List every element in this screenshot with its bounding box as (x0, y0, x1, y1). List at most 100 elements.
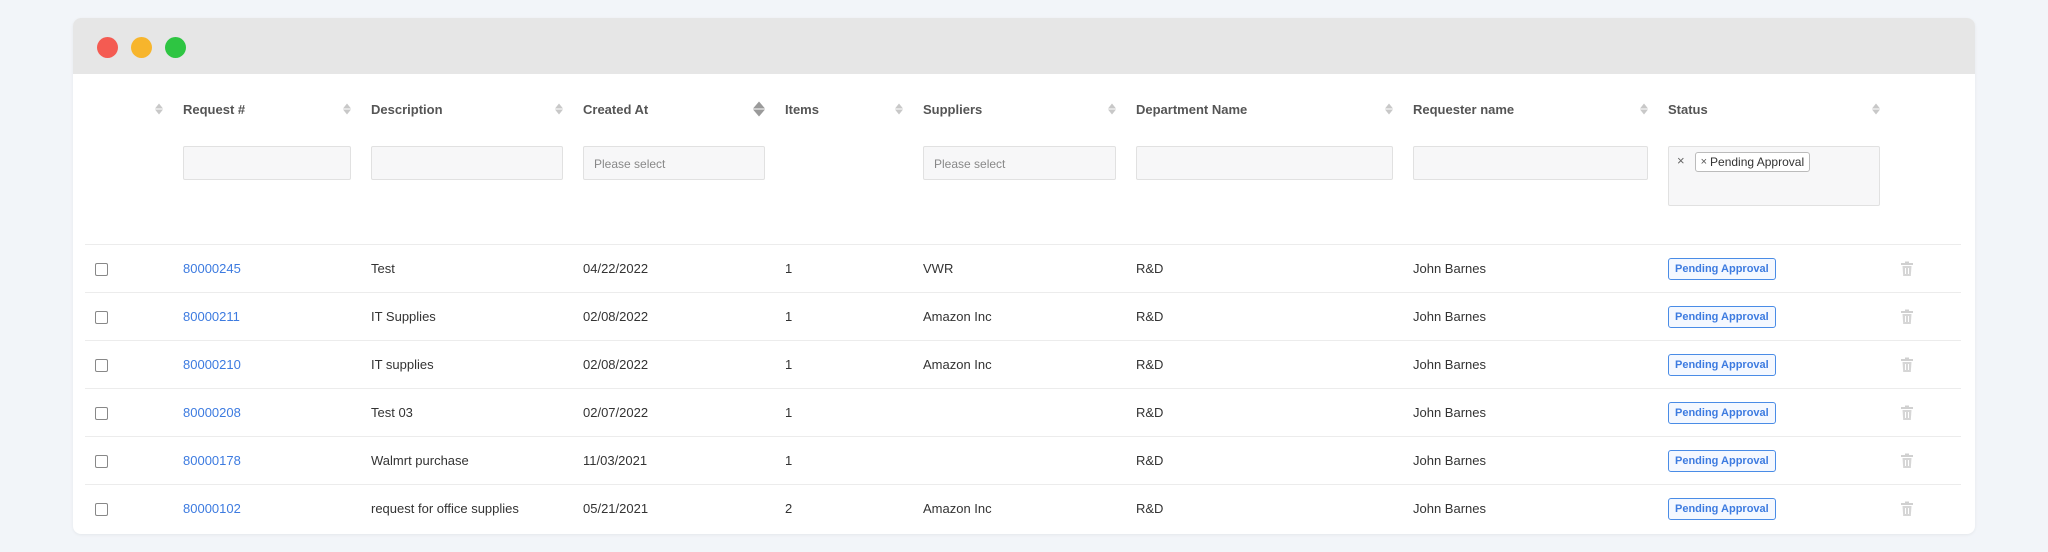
status-badge: Pending Approval (1668, 353, 1776, 376)
created-at-filter-select[interactable]: Please select (583, 146, 765, 180)
department-cell: R&D (1126, 436, 1403, 485)
header-select[interactable] (85, 80, 173, 138)
description-filter-input[interactable] (371, 146, 563, 180)
header-items[interactable]: Items (775, 80, 913, 138)
row-checkbox[interactable] (95, 407, 108, 421)
header-actions (1890, 80, 1961, 138)
department-cell: R&D (1126, 292, 1403, 341)
header-label: Status (1668, 101, 1708, 117)
requester-filter-input[interactable] (1413, 146, 1648, 180)
row-checkbox[interactable] (95, 359, 108, 373)
description-cell: IT supplies (361, 340, 573, 389)
created-at-cell: 02/08/2022 (573, 340, 775, 389)
row-checkbox[interactable] (95, 263, 108, 277)
header-label: Requester name (1413, 101, 1515, 117)
suppliers-cell: VWR (913, 244, 1126, 293)
table-row[interactable]: 80000210 IT supplies 02/08/2022 1 Amazon… (85, 340, 1961, 389)
status-filter-multiselect[interactable]: × × Pending Approval (1668, 146, 1880, 206)
request-number-link[interactable]: 80000208 (183, 405, 241, 420)
header-label: Description (371, 101, 443, 117)
description-cell: request for office supplies (361, 484, 573, 532)
row-checkbox[interactable] (95, 455, 108, 469)
description-cell: Test (361, 244, 573, 293)
row-checkbox[interactable] (95, 311, 108, 325)
header-label: Department Name (1136, 101, 1248, 117)
department-filter-input[interactable] (1136, 146, 1393, 180)
trash-icon[interactable] (1900, 357, 1914, 373)
request-number-link[interactable]: 80000245 (183, 261, 241, 276)
status-badge: Pending Approval (1668, 401, 1776, 424)
trash-icon[interactable] (1900, 453, 1914, 469)
sort-icon[interactable] (1385, 103, 1393, 115)
status-filter-tag: × Pending Approval (1694, 152, 1811, 172)
items-cell: 1 (775, 436, 913, 485)
trash-icon[interactable] (1900, 261, 1914, 277)
sort-icon[interactable] (555, 103, 563, 115)
requester-cell: John Barnes (1403, 340, 1658, 389)
sort-icon[interactable] (1108, 103, 1116, 115)
sort-icon[interactable] (895, 103, 903, 115)
header-suppliers[interactable]: Suppliers (913, 80, 1126, 138)
header-label: Request # (183, 101, 246, 117)
requester-cell: John Barnes (1403, 388, 1658, 437)
header-created-at[interactable]: Created At (573, 80, 775, 138)
items-cell: 2 (775, 484, 913, 532)
request-number-link[interactable]: 80000211 (183, 309, 240, 324)
minimize-window-button[interactable] (131, 37, 152, 58)
table-row[interactable]: 80000211 IT Supplies 02/08/2022 1 Amazon… (85, 292, 1961, 341)
trash-icon[interactable] (1900, 405, 1914, 421)
header-label: Items (785, 101, 819, 117)
row-checkbox[interactable] (95, 503, 108, 517)
clear-filter-icon[interactable]: × (1677, 153, 1685, 168)
requester-cell: John Barnes (1403, 244, 1658, 293)
header-status[interactable]: Status (1658, 80, 1890, 138)
table-header-row: Request # Description Created At Items S… (85, 80, 1961, 138)
requester-cell: John Barnes (1403, 436, 1658, 485)
header-request-number[interactable]: Request # (173, 80, 361, 138)
header-label: Suppliers (923, 101, 983, 117)
table-row[interactable]: 80000245 Test 04/22/2022 1 VWR R&D John … (85, 244, 1961, 293)
department-cell: R&D (1126, 244, 1403, 293)
table-row[interactable]: 80000178 Walmrt purchase 11/03/2021 1 R&… (85, 436, 1961, 485)
header-department-name[interactable]: Department Name (1126, 80, 1403, 138)
suppliers-cell (913, 436, 1126, 485)
request-number-filter-input[interactable] (183, 146, 351, 180)
trash-icon[interactable] (1900, 501, 1914, 517)
close-window-button[interactable] (97, 37, 118, 58)
sort-icon[interactable] (753, 101, 765, 117)
request-number-link[interactable]: 80000210 (183, 357, 241, 372)
requester-cell: John Barnes (1403, 292, 1658, 341)
description-cell: IT Supplies (361, 292, 573, 341)
header-requester-name[interactable]: Requester name (1403, 80, 1658, 138)
suppliers-cell: Amazon Inc (913, 292, 1126, 341)
status-badge: Pending Approval (1668, 257, 1776, 280)
sort-icon[interactable] (343, 103, 351, 115)
sort-icon[interactable] (1872, 103, 1880, 115)
table-row[interactable]: 80000102 request for office supplies 05/… (85, 484, 1961, 532)
trash-icon[interactable] (1900, 309, 1914, 325)
filter-row: Please select Please select × × Pending … (85, 138, 1961, 245)
department-cell: R&D (1126, 388, 1403, 437)
status-badge: Pending Approval (1668, 449, 1776, 472)
requester-cell: John Barnes (1403, 484, 1658, 532)
created-at-cell: 02/07/2022 (573, 388, 775, 437)
suppliers-cell: Amazon Inc (913, 484, 1126, 532)
maximize-window-button[interactable] (165, 37, 186, 58)
request-number-link[interactable]: 80000178 (183, 453, 241, 468)
items-cell: 1 (775, 292, 913, 341)
suppliers-filter-select[interactable]: Please select (923, 146, 1116, 180)
created-at-cell: 04/22/2022 (573, 244, 775, 293)
header-description[interactable]: Description (361, 80, 573, 138)
request-number-link[interactable]: 80000102 (183, 501, 241, 516)
created-at-cell: 05/21/2021 (573, 484, 775, 532)
description-cell: Walmrt purchase (361, 436, 573, 485)
app-window: Request # Description Created At Items S… (73, 18, 1975, 534)
items-cell: 1 (775, 388, 913, 437)
suppliers-cell: Amazon Inc (913, 340, 1126, 389)
remove-tag-icon[interactable]: × (1700, 156, 1708, 168)
status-badge: Pending Approval (1668, 305, 1776, 328)
window-titlebar (73, 18, 1975, 74)
sort-icon[interactable] (155, 103, 163, 115)
table-row[interactable]: 80000208 Test 03 02/07/2022 1 R&D John B… (85, 388, 1961, 437)
sort-icon[interactable] (1640, 103, 1648, 115)
